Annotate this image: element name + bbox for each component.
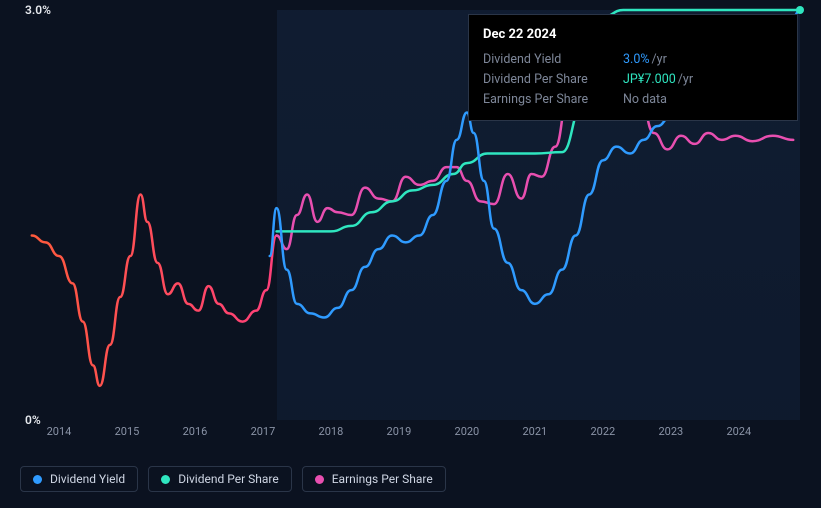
tooltip-value: JP¥7.000: [623, 70, 676, 90]
x-tick-label: 2018: [319, 425, 344, 438]
legend-label: Dividend Yield: [50, 472, 125, 486]
x-tick-label: 2020: [455, 425, 480, 438]
x-tick-label: 2019: [387, 425, 412, 438]
legend-dot: [33, 475, 42, 484]
tooltip-row: Dividend Yield3.0% /yr: [483, 50, 783, 70]
x-tick-label: 2017: [251, 425, 276, 438]
tooltip-title: Dec 22 2024: [483, 25, 783, 46]
series-earnings_per_share_early: [32, 195, 277, 386]
legend-dot: [315, 475, 324, 484]
tooltip-row: Dividend Per ShareJP¥7.000 /yr: [483, 70, 783, 90]
tooltip-value: 3.0%: [623, 50, 650, 70]
x-tick-label: 2021: [522, 425, 547, 438]
y-tick-label: 3.0%: [25, 3, 51, 17]
tooltip-value: No data: [623, 90, 667, 110]
tooltip-key: Earnings Per Share: [483, 90, 623, 110]
tooltip: Dec 22 2024 Dividend Yield3.0% /yrDivide…: [468, 14, 798, 121]
tooltip-unit: /yr: [678, 70, 693, 90]
legend-item[interactable]: Earnings Per Share: [302, 466, 446, 492]
legend-item[interactable]: Dividend Yield: [20, 466, 138, 492]
x-tick-label: 2022: [590, 425, 615, 438]
tooltip-row: Earnings Per ShareNo data: [483, 90, 783, 110]
y-tick-label: 0%: [25, 413, 41, 427]
series-end-marker: [796, 6, 804, 14]
x-tick-label: 2016: [183, 425, 208, 438]
tooltip-unit: /yr: [652, 50, 667, 70]
x-tick-label: 2014: [47, 425, 72, 438]
tooltip-key: Dividend Yield: [483, 50, 623, 70]
legend-dot: [161, 475, 170, 484]
tooltip-key: Dividend Per Share: [483, 70, 623, 90]
legend: Dividend Yield Dividend Per Share Earnings…: [20, 466, 446, 492]
legend-label: Dividend Per Share: [178, 472, 279, 486]
legend-item[interactable]: Dividend Per Share: [148, 466, 292, 492]
x-tick-label: 2015: [115, 425, 140, 438]
x-tick-label: 2023: [658, 425, 683, 438]
legend-label: Earnings Per Share: [332, 472, 433, 486]
x-tick-label: 2024: [726, 425, 751, 438]
